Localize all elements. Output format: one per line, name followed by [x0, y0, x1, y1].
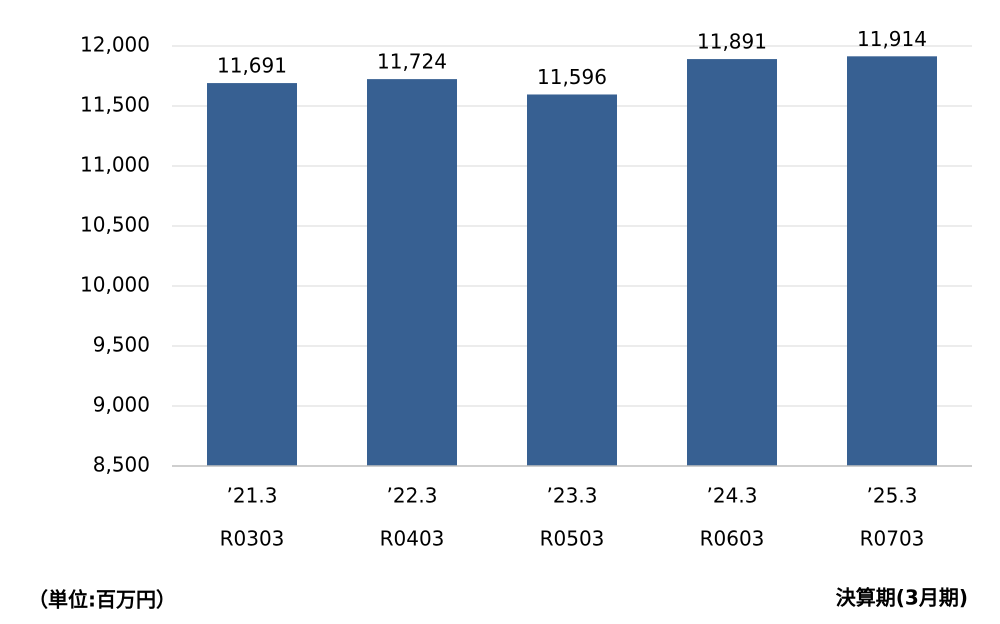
- x-tick-label: ’25.3: [867, 484, 918, 508]
- value-label: 11,691: [217, 54, 287, 78]
- x-tick-label: R0703: [860, 527, 925, 551]
- x-tick-label: ’23.3: [547, 484, 598, 508]
- y-tick-label: 9,000: [93, 393, 150, 417]
- bar: [527, 94, 617, 466]
- bar: [687, 59, 777, 467]
- y-tick-label: 8,500: [93, 453, 150, 477]
- x-tick-label: ’22.3: [387, 484, 438, 508]
- x-tick-label: ’24.3: [707, 484, 758, 508]
- y-tick-label: 12,000: [80, 33, 150, 57]
- x-tick-label: R0303: [220, 527, 285, 551]
- y-tick-label: 10,500: [80, 213, 150, 237]
- y-tick-label: 9,500: [93, 333, 150, 357]
- x-tick-label: ’21.3: [227, 484, 278, 508]
- bar: [207, 83, 297, 466]
- y-tick-label: 11,500: [80, 93, 150, 117]
- y-tick-label: 11,000: [80, 153, 150, 177]
- value-label: 11,914: [857, 27, 927, 51]
- value-label: 11,596: [537, 65, 607, 89]
- x-tick-label: R0603: [700, 527, 765, 551]
- value-label: 11,724: [377, 50, 447, 74]
- unit-note: （単位:百万円）: [28, 588, 176, 612]
- value-label: 11,891: [697, 30, 767, 54]
- y-tick-label: 10,000: [80, 273, 150, 297]
- x-tick-label: R0403: [380, 527, 445, 551]
- x-tick-label: R0503: [540, 527, 605, 551]
- period-note: 決算期(3月期): [836, 586, 968, 610]
- bar: [367, 79, 457, 467]
- bar: [847, 56, 937, 466]
